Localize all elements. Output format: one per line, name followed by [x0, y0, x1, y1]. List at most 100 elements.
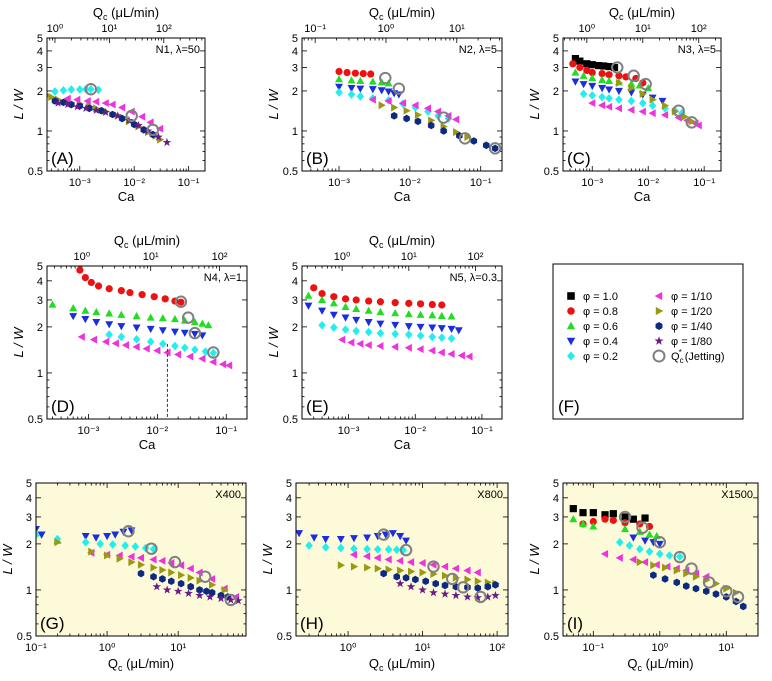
x2-tick-label: 10²	[691, 23, 707, 35]
data-point	[447, 312, 456, 320]
data-point	[356, 92, 365, 101]
x2-axis-title: Qc (μL/min)	[114, 233, 180, 250]
plot-frame	[562, 37, 722, 172]
data-point	[352, 304, 361, 313]
data-point	[656, 549, 664, 559]
y-axis-title: L / W	[266, 88, 281, 120]
y-tick-label: 4	[26, 493, 32, 505]
data-point	[335, 88, 343, 97]
data-point	[491, 144, 499, 153]
data-point	[650, 561, 658, 570]
data-point	[117, 323, 126, 331]
data-point	[180, 329, 189, 337]
data-point	[330, 323, 338, 332]
series-jetting	[379, 71, 502, 155]
y-tick-label: 5	[37, 261, 43, 273]
series-phi_0-2	[51, 84, 103, 96]
data-point	[130, 120, 138, 129]
y-tick-label: 2	[37, 86, 43, 98]
data-point	[233, 596, 243, 605]
data-point	[351, 69, 359, 77]
jetting-point	[377, 528, 390, 541]
panel-letter: (F)	[558, 397, 580, 416]
legend-marker	[652, 349, 666, 363]
data-point	[92, 307, 101, 316]
data-point	[428, 300, 436, 309]
data-point	[153, 346, 161, 355]
data-point	[598, 69, 606, 78]
jetting-point	[181, 311, 195, 324]
data-point	[391, 342, 399, 351]
data-point	[117, 332, 126, 342]
data-point	[318, 320, 326, 330]
data-point	[589, 522, 598, 530]
data-point	[363, 544, 371, 554]
y-tick-label: 5	[553, 33, 559, 45]
data-point	[583, 60, 591, 68]
data-point	[589, 517, 597, 526]
series-phi_1-20	[337, 561, 500, 588]
data-point	[226, 595, 236, 604]
data-point	[440, 127, 447, 135]
data-point	[117, 103, 126, 112]
series-jetting	[84, 82, 160, 137]
data-point	[195, 590, 204, 600]
plot-frame	[301, 265, 503, 420]
y-axis-title: L / W	[527, 543, 542, 575]
legend-marker	[566, 337, 576, 346]
data-point	[407, 567, 416, 576]
legend-label: φ = 0.4	[583, 336, 618, 348]
jetting-point	[224, 593, 238, 607]
data-point	[579, 81, 588, 89]
data-point	[59, 86, 68, 95]
data-point	[356, 85, 365, 93]
y-tick-label: 0.5	[17, 631, 32, 643]
y-tick-label: 4	[292, 46, 298, 58]
data-point	[136, 553, 145, 562]
data-point	[464, 133, 472, 142]
y-tick-label: 1	[553, 585, 559, 597]
data-point	[412, 575, 419, 584]
data-point	[384, 555, 392, 564]
data-point	[411, 101, 419, 110]
data-point	[681, 112, 689, 121]
data-point	[615, 95, 623, 104]
y-tick-label: 2	[292, 322, 298, 334]
plot-frame	[295, 482, 509, 637]
data-point	[579, 71, 588, 79]
data-point	[650, 571, 657, 579]
data-point	[665, 551, 674, 560]
data-point	[186, 564, 194, 573]
y-tick-label: 2	[286, 539, 292, 551]
data-point	[569, 515, 578, 523]
x2-tick-label: 10²	[468, 251, 484, 263]
data-point	[150, 563, 158, 572]
y-axis-title: L / W	[11, 88, 26, 120]
data-point	[638, 107, 646, 116]
y-tick-label: 5	[553, 478, 559, 490]
data-point	[347, 90, 356, 99]
data-point	[576, 57, 584, 65]
data-point	[224, 361, 233, 370]
data-point	[416, 310, 425, 318]
data-point	[438, 301, 446, 309]
data-point	[447, 325, 456, 334]
x-tick-label: 10¹	[170, 642, 186, 654]
data-point	[583, 66, 591, 75]
series-jetting	[122, 524, 238, 607]
data-point	[171, 341, 179, 351]
data-point	[418, 585, 427, 594]
data-point	[142, 344, 150, 353]
data-point	[105, 321, 114, 329]
data-point	[318, 295, 327, 304]
data-point	[161, 295, 169, 303]
data-point	[380, 569, 387, 578]
x2-axis-title: Qc (μL/min)	[609, 5, 675, 22]
data-point	[83, 97, 91, 105]
jetting-point	[636, 521, 649, 534]
legend-entry: φ = 1/20	[655, 306, 712, 318]
data-point	[146, 313, 155, 321]
data-point	[341, 302, 350, 311]
data-point	[437, 348, 445, 357]
series-phi_0-6	[48, 300, 213, 329]
